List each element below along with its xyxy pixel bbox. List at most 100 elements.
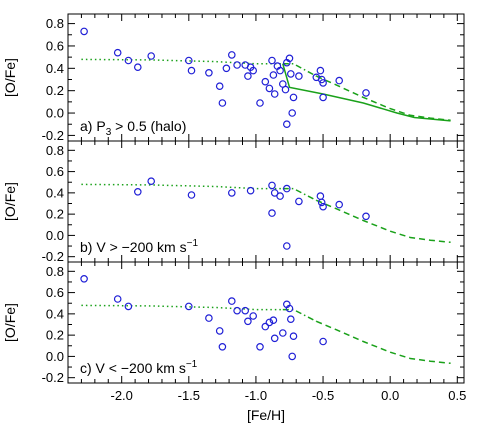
model-dashdot-line: [282, 187, 317, 201]
y-tick-label: 0.0: [46, 106, 64, 121]
data-point: [319, 337, 327, 346]
data-point: [289, 93, 298, 102]
data-point: [124, 56, 133, 65]
data-point: [265, 318, 274, 327]
data-point: [187, 66, 196, 75]
data-point: [205, 69, 213, 77]
data-point: [295, 72, 303, 80]
data-point: [134, 188, 142, 196]
data-point: [286, 315, 295, 324]
data-point: [319, 93, 327, 102]
y-tick-label: 0.4: [46, 306, 64, 321]
x-tick-label: -1.5: [178, 388, 200, 403]
y-tick-label: 0.2: [46, 83, 64, 98]
data-point: [256, 99, 264, 107]
panel-label: a) P3 > 0.5 (halo): [80, 118, 186, 138]
data-point: [278, 329, 287, 337]
data-point: [316, 66, 325, 75]
panel-label: c) V < −200 km s−1: [80, 359, 198, 376]
data-point: [218, 342, 227, 351]
model-solid-line: [282, 63, 451, 122]
data-point: [228, 189, 236, 197]
y-tick-label: 0.2: [46, 328, 64, 343]
x-tick-label: -2.0: [110, 388, 132, 403]
data-point: [256, 342, 264, 351]
y-tick-label: -0.2: [42, 370, 64, 385]
data-point: [124, 302, 133, 311]
data-point: [288, 109, 297, 117]
data-point: [282, 120, 291, 129]
y-tick-label: 0.8: [46, 264, 64, 279]
data-point: [282, 184, 291, 193]
data-point: [113, 48, 122, 57]
model-dotted-line: [81, 304, 283, 311]
data-point: [268, 181, 276, 190]
data-point: [218, 99, 227, 107]
model-dashed-line: [316, 320, 451, 365]
data-point: [281, 85, 290, 94]
y-tick-label: 0.8: [46, 16, 64, 31]
data-point: [285, 304, 294, 313]
data-point: [335, 200, 344, 209]
data-point: [113, 295, 122, 303]
data-point: [241, 306, 250, 315]
model-dotted-line: [81, 58, 283, 65]
panel-2: -0.2 0.0 0.2 0.4 0.6 0.8 [O/Fe] b) V > −200 km …: [2, 140, 465, 264]
panel-label: b) V > −200 km s−1: [80, 238, 198, 255]
data-point: [285, 54, 294, 63]
data-point: [269, 316, 278, 325]
y-tick-label: 0.6: [46, 285, 64, 300]
data-point: [222, 64, 231, 73]
data-point: [185, 56, 193, 65]
data-point: [282, 242, 291, 250]
data-point: [261, 322, 270, 331]
model-dashed-line: [316, 199, 451, 244]
data-point: [147, 52, 156, 60]
data-point: [187, 191, 196, 199]
data-point: [80, 27, 88, 36]
data-point: [244, 317, 252, 326]
data-point: [295, 197, 303, 206]
model-dashdot-line: [282, 63, 317, 77]
data-point: [228, 51, 236, 59]
panel-frame: [67, 261, 465, 384]
data-point: [261, 77, 270, 86]
data-point: [276, 192, 284, 200]
panel-1: -0.2 0.0 0.2 0.4 0.6 0.8 [O/Fe] a) P3 > 0.5 (ha…: [2, 13, 465, 143]
data-point: [289, 332, 298, 341]
data-point: [244, 72, 252, 80]
data-point: [362, 89, 370, 97]
y-tick-label: 0.0: [46, 228, 64, 243]
data-point: [319, 202, 327, 211]
data-point: [276, 66, 284, 75]
data-point: [362, 212, 370, 221]
data-point: [286, 70, 295, 78]
x-tick-label: 0.5: [448, 388, 466, 403]
y-tick-label: -0.2: [42, 249, 64, 264]
y-tick-label: 0.6: [46, 164, 64, 179]
data-point: [270, 334, 279, 343]
data-point: [185, 302, 193, 311]
data-point: [317, 198, 326, 207]
model-dashed-line: [315, 75, 451, 122]
x-tick-label: -1.0: [245, 388, 267, 403]
y-tick-label: 0.4: [46, 185, 64, 200]
y-tick-label: 0.2: [46, 207, 64, 222]
panel-3: -0.2 0.0 0.2 0.4 0.6 0.8 [O/Fe] c) V < −200 km …: [2, 261, 466, 403]
data-point: [316, 192, 325, 200]
data-point: [205, 314, 213, 322]
y-tick-label: 0.8: [46, 143, 64, 158]
data-point: [268, 56, 276, 65]
data-point: [317, 75, 326, 84]
data-point: [80, 274, 88, 283]
data-point: [215, 82, 224, 91]
panels: -0.2 0.0 0.2 0.4 0.6 0.8 [O/Fe] a) P3 > 0.5 (ha…: [2, 13, 466, 403]
data-point: [288, 352, 297, 361]
data-point: [249, 66, 258, 75]
data-point: [233, 61, 241, 69]
data-point: [246, 186, 255, 195]
y-axis-title: [O/Fe]: [2, 182, 18, 221]
data-point: [319, 79, 327, 87]
x-tick-label: -0.5: [312, 388, 334, 403]
